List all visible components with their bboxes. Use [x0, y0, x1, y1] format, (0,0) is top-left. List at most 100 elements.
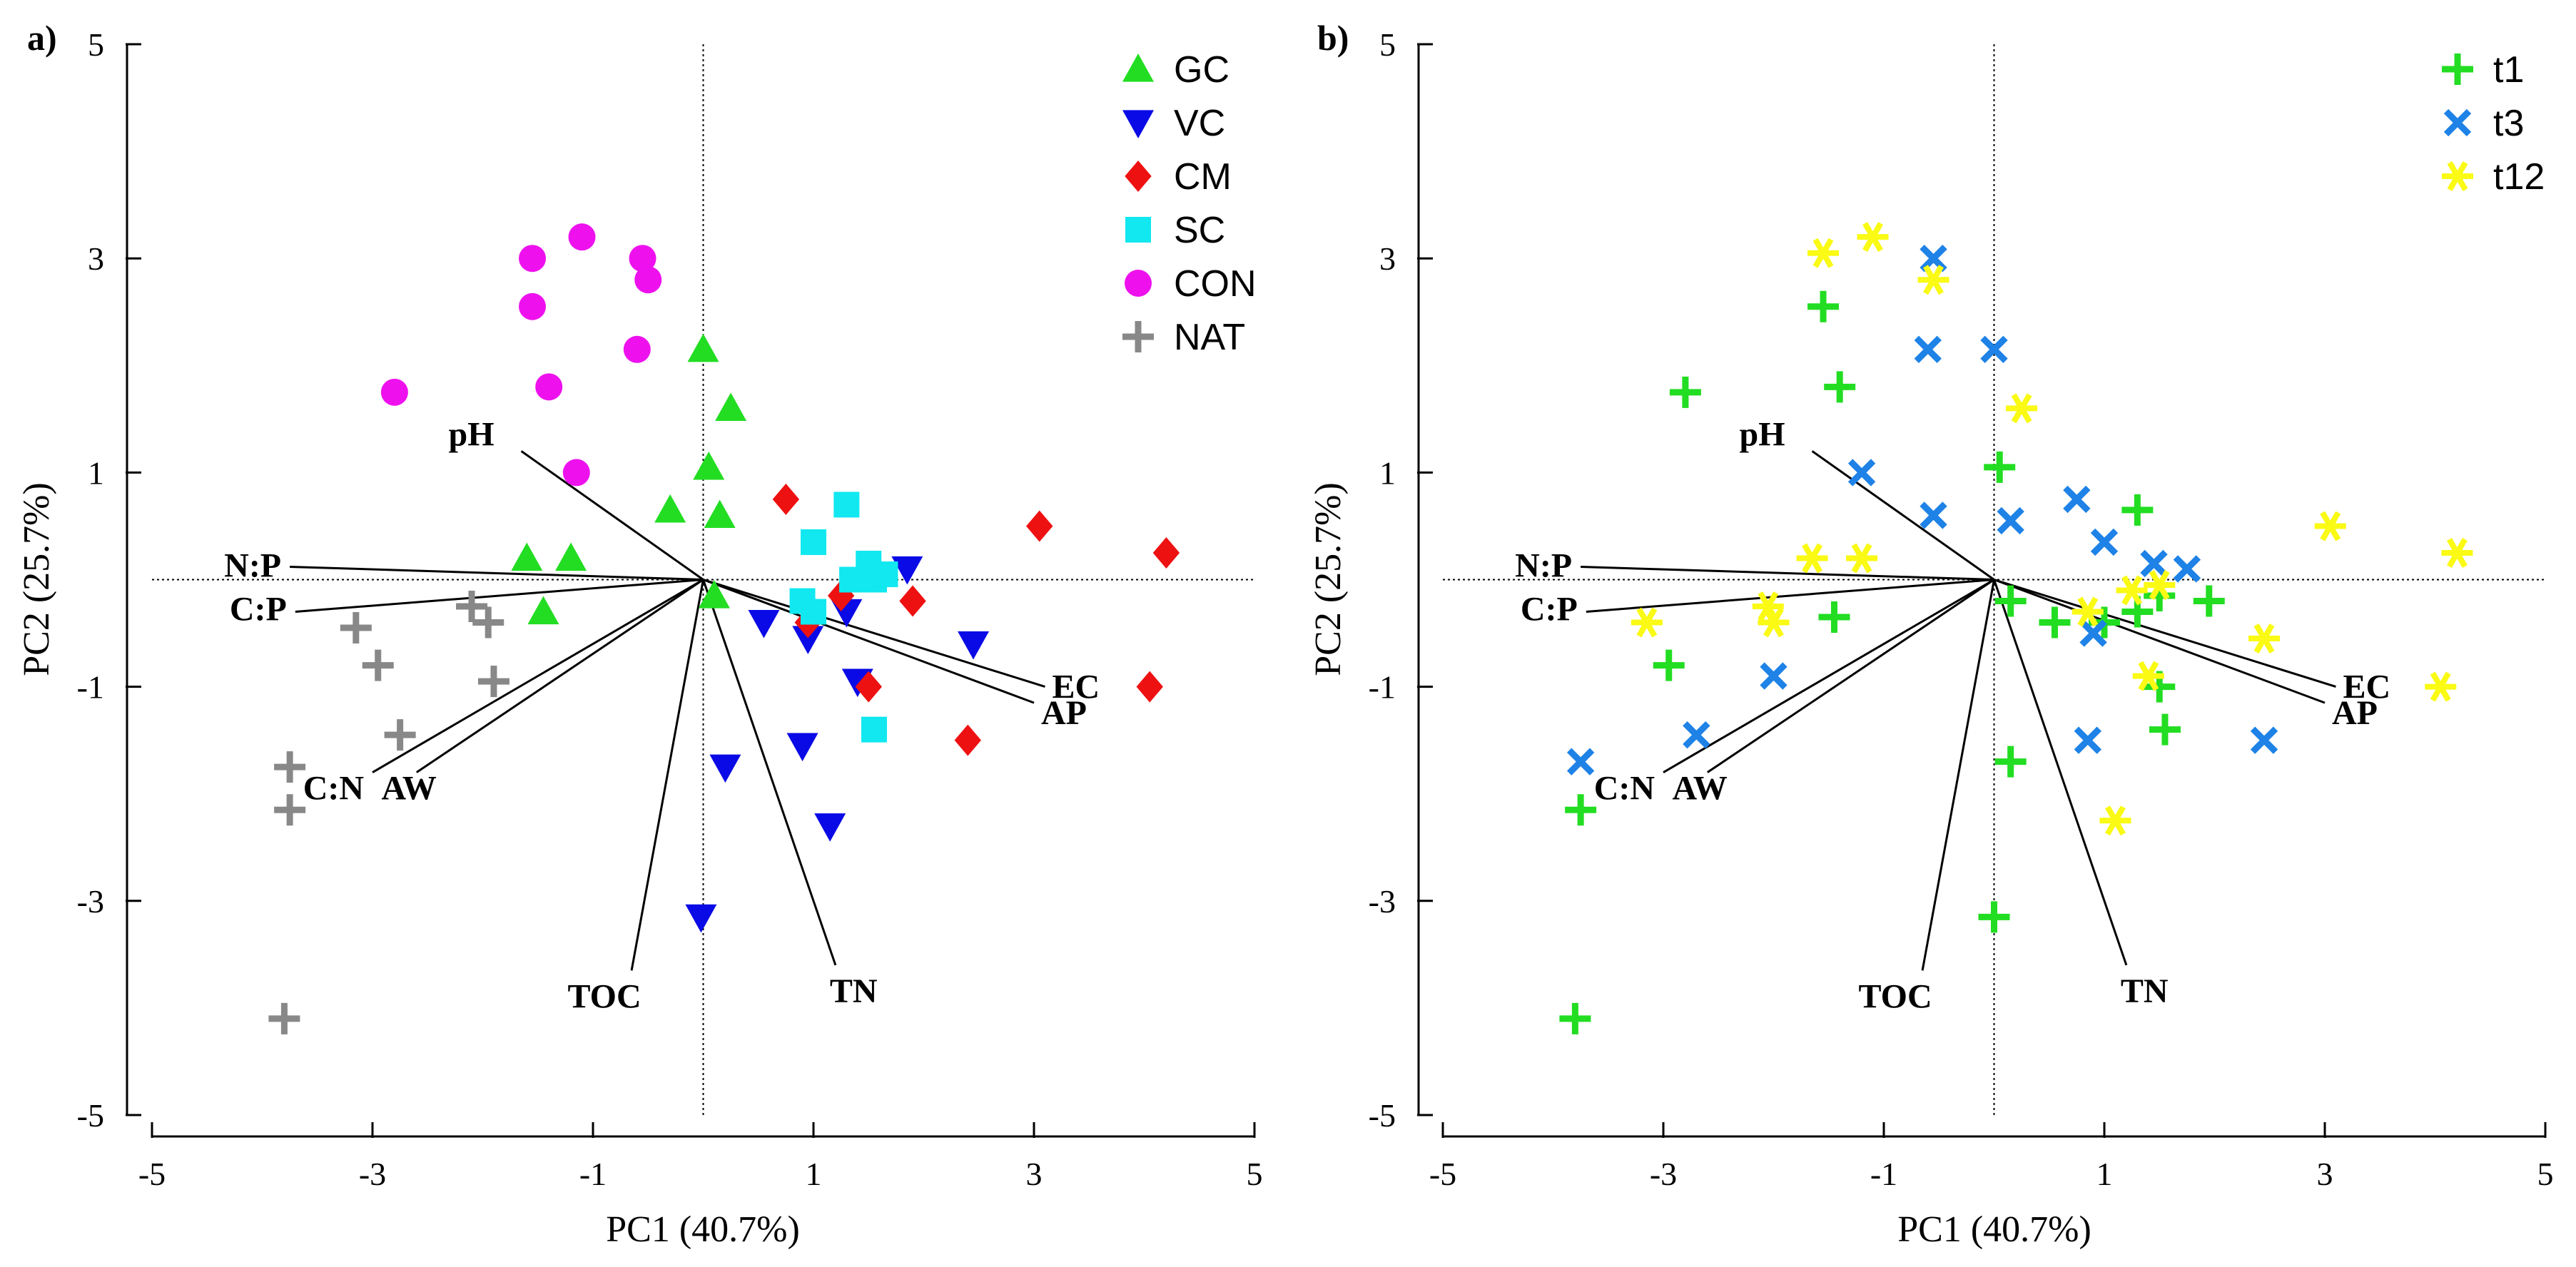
data-point	[1978, 901, 2010, 933]
data-point	[1631, 607, 1663, 638]
data-point	[792, 626, 824, 655]
data-point	[855, 671, 882, 703]
data-point	[268, 1002, 300, 1034]
data-point	[789, 588, 816, 614]
data-point	[2063, 485, 2091, 514]
x-axis-title: PC1 (40.7%)	[606, 1209, 800, 1250]
series-nat	[268, 591, 509, 1034]
x-tick-label: -5	[138, 1156, 166, 1192]
data-point	[839, 566, 866, 593]
loading-vector-ec	[1994, 579, 2336, 688]
y-tick-label: 5	[88, 26, 104, 63]
data-point	[2140, 549, 2168, 578]
loading-label: TOC	[567, 977, 641, 1015]
legend-label: CM	[1174, 156, 1232, 198]
data-point	[1683, 721, 1710, 749]
y-tick-label: 3	[88, 240, 104, 277]
data-point	[2132, 661, 2164, 691]
data-point	[1752, 591, 1784, 622]
series-vc	[685, 556, 990, 933]
data-point	[555, 542, 587, 571]
data-point	[1917, 265, 1949, 295]
data-point	[1807, 238, 1840, 268]
data-point	[527, 596, 559, 625]
data-point	[698, 580, 730, 609]
data-point	[958, 631, 990, 660]
data-point	[1920, 502, 1947, 529]
legend-label: SC	[1174, 210, 1225, 251]
loading-vector-cp	[295, 579, 704, 614]
legend-marker	[2442, 54, 2473, 85]
data-point	[814, 813, 846, 842]
legend-marker	[1122, 321, 1154, 352]
legend-label: t12	[2493, 156, 2545, 198]
data-point	[833, 492, 860, 518]
loading-vector-toc	[1921, 579, 1995, 971]
legend: GC VC CM SC CON NAT	[1122, 49, 1257, 358]
loading-vector-ec	[703, 579, 1045, 688]
loading-vector-tn	[1993, 579, 2128, 966]
data-point	[1984, 451, 2016, 483]
loading-vector-cn	[372, 579, 704, 773]
data-point	[535, 373, 563, 401]
x-tick-label: 5	[1247, 1156, 1263, 1192]
series-t3	[1566, 245, 2278, 775]
loading-vector-ap	[702, 579, 1035, 704]
chart-panel-2: b) -5 -3 -1 1 3 5 -5 -3 -1 1 3 5 PC1 (40.7%) PC2 (25.7…	[1308, 18, 2554, 1250]
data-point	[2039, 606, 2071, 638]
series-gc	[511, 333, 747, 625]
legend-label: CON	[1174, 263, 1257, 305]
y-tick-label: 1	[1379, 454, 1396, 491]
data-point	[1669, 376, 1701, 408]
data-point	[891, 556, 923, 585]
y-tick-label: -3	[77, 883, 104, 920]
data-point	[1818, 601, 1850, 634]
data-point	[562, 459, 590, 487]
loading-vector-ph	[520, 450, 704, 581]
x-tick-label: -3	[359, 1156, 386, 1192]
data-point	[654, 494, 686, 523]
data-point	[472, 606, 504, 638]
legend-label: VC	[1174, 103, 1225, 144]
data-point	[685, 904, 717, 933]
loading-label: EC	[1052, 668, 1100, 706]
data-point	[772, 483, 800, 515]
data-point	[2149, 713, 2181, 746]
data-point	[2314, 511, 2346, 541]
data-point	[1920, 245, 1947, 273]
data-point	[2441, 537, 2473, 568]
data-point	[2079, 619, 2107, 647]
loading-label: C:N	[303, 770, 365, 808]
data-point	[519, 245, 547, 273]
loading-vector-ph	[1811, 450, 1995, 581]
data-point	[899, 585, 926, 617]
x-tick-label: 3	[1026, 1156, 1043, 1192]
data-point	[1758, 607, 1790, 638]
data-point	[634, 266, 662, 294]
loading-label: AW	[1672, 770, 1727, 808]
data-point	[687, 333, 719, 362]
loading-vector-np	[1581, 565, 1994, 581]
data-point	[384, 719, 416, 751]
x-tick-label: 1	[2096, 1156, 2113, 1192]
data-point	[704, 499, 736, 529]
panel-label: b)	[1317, 18, 1349, 58]
data-point	[1994, 746, 2027, 778]
data-point	[872, 561, 898, 587]
legend-marker	[1122, 54, 1154, 82]
data-point	[2116, 575, 2148, 606]
loading-label: AP	[2332, 694, 2378, 732]
data-point	[1824, 371, 1856, 403]
x-tick-label: -1	[579, 1156, 607, 1192]
data-point	[1857, 222, 1889, 253]
x-tick-label: 3	[2317, 1156, 2333, 1192]
data-point	[511, 542, 543, 571]
series-sc	[789, 492, 898, 743]
y-axis-title: PC2 (25.7%)	[1308, 482, 1349, 676]
series-t12	[1631, 222, 2473, 836]
data-point	[477, 666, 509, 698]
loading-vector-aw	[1706, 579, 1995, 773]
y-tick-label: -3	[1369, 883, 1396, 920]
data-point	[1136, 671, 1163, 703]
